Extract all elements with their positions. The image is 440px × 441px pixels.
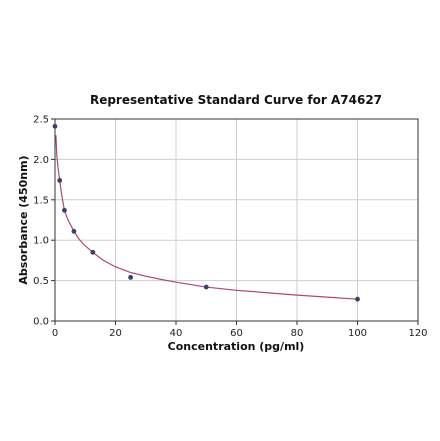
grid <box>55 119 418 321</box>
x-tick-label: 0 <box>52 328 58 339</box>
data-point <box>355 296 360 302</box>
y-tick-label: 1.5 <box>33 195 49 206</box>
y-tick-label: 0.0 <box>33 317 49 328</box>
data-point <box>57 178 63 183</box>
x-tick-label: 80 <box>291 328 304 339</box>
x-tick-label: 40 <box>170 328 183 339</box>
x-axis: 0 20 40 60 80 100 120 <box>52 321 428 339</box>
data-points <box>52 123 360 302</box>
data-point <box>52 123 58 129</box>
data-point <box>203 284 209 290</box>
chart-title: Representative Standard Curve for A74627 <box>90 93 382 107</box>
x-tick-label: 20 <box>109 328 122 339</box>
data-point <box>90 249 96 255</box>
y-tick-label: 0.5 <box>33 276 49 287</box>
y-tick-label: 2.5 <box>33 115 49 126</box>
x-tick-label: 100 <box>348 328 367 339</box>
data-point <box>71 228 77 234</box>
data-point <box>128 274 134 280</box>
data-point <box>62 207 67 213</box>
x-tick-label: 120 <box>408 328 427 339</box>
y-axis-label: Absorbance (450nm) <box>17 155 30 284</box>
x-axis-label: Concentration (pg/ml) <box>168 340 305 353</box>
y-tick-label: 2.0 <box>33 155 49 166</box>
y-axis: 0.0 0.5 1.0 1.5 2.0 2.5 <box>33 115 55 328</box>
x-tick-label: 60 <box>230 328 243 339</box>
fit-curve <box>55 135 358 300</box>
y-tick-label: 1.0 <box>33 236 49 247</box>
